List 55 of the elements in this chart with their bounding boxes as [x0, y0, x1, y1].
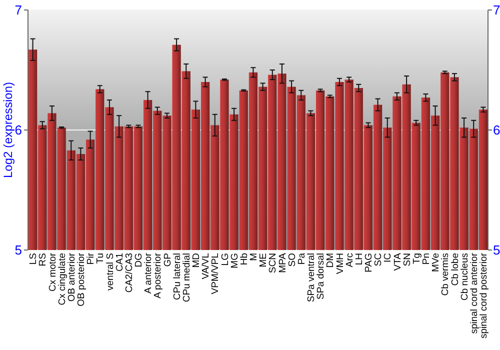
- x-tick-label: LG: [220, 253, 231, 266]
- x-tick-label: spinal cord posterior: [478, 253, 490, 339]
- x-tick-label: Hb: [238, 253, 250, 266]
- x-tick-label: Arc: [344, 252, 356, 268]
- x-tick-label: MVe: [430, 253, 442, 272]
- x-tick-label: CA2/CA3: [124, 253, 135, 293]
- x-tick-label: SPa dorsal: [316, 253, 327, 300]
- x-tick-label: Tu: [95, 253, 106, 264]
- x-tick-label: OB anterior: [66, 253, 78, 302]
- x-tick-label: CPu medial: [181, 253, 192, 302]
- x-tick-label: M: [248, 252, 260, 261]
- y2-tick-label: 5: [493, 242, 500, 258]
- y2-tick-label: 7: [493, 2, 500, 18]
- y2-tick-label: 6: [493, 122, 500, 138]
- x-tick-label: RS: [38, 253, 49, 266]
- x-tick-label: VPM/VPL: [210, 253, 222, 294]
- x-tick-label: SC: [373, 252, 384, 266]
- x-tick-label: Pir: [86, 253, 97, 265]
- x-tick-label: VTA: [392, 252, 404, 271]
- x-tick-label: DG: [134, 253, 145, 268]
- x-tick-label: GP: [162, 253, 174, 267]
- x-tick-label: DM: [325, 252, 336, 268]
- x-tick-label: LH: [354, 252, 365, 266]
- x-tick-label: A posterior: [152, 253, 164, 298]
- x-tick-label: Cx cingulate: [56, 253, 68, 306]
- x-tick-label: IC: [382, 252, 394, 262]
- x-tick-label: CA1: [114, 253, 126, 272]
- x-tick-label: Cb lobe: [450, 253, 461, 286]
- x-tick-label: VMH: [334, 252, 346, 274]
- x-tick-label: MPA: [277, 252, 288, 273]
- y-tick-label: 7: [14, 2, 22, 18]
- x-tick-label: Cb vermis: [440, 252, 452, 296]
- x-tick-label: ME: [258, 253, 270, 268]
- x-tick-label: Cx motor: [47, 253, 58, 292]
- x-tick-label: SCN: [268, 252, 279, 274]
- y-tick-label: 5: [14, 242, 22, 258]
- x-tick-label: spinal cord anterior: [468, 253, 480, 334]
- x-tick-label: VA/VL: [200, 253, 212, 280]
- x-tick-label: ventral S: [104, 253, 116, 290]
- x-tick-label: Pa: [296, 252, 308, 265]
- x-tick-label: Tg: [411, 253, 422, 264]
- y-tick-label: 6: [14, 122, 22, 138]
- x-tick-label: OB posterior: [76, 253, 88, 306]
- x-tick-label: Pn: [421, 253, 432, 265]
- x-tick-label: SN: [402, 252, 413, 266]
- x-tick-label: MG: [229, 253, 240, 268]
- x-tick-label: PAG: [364, 253, 375, 272]
- y-axis-title: Log2 (expression): [1, 82, 15, 178]
- x-tick-label: LS: [28, 253, 40, 265]
- x-tick-label: Cb nucleus: [459, 252, 470, 301]
- x-tick-label: CPu lateral: [172, 253, 183, 300]
- x-tick-label: SO: [286, 253, 298, 267]
- x-tick-label: A anterior: [143, 253, 154, 294]
- x-tick-label: MD: [191, 252, 202, 268]
- x-tick-label: SPa ventral: [306, 253, 318, 302]
